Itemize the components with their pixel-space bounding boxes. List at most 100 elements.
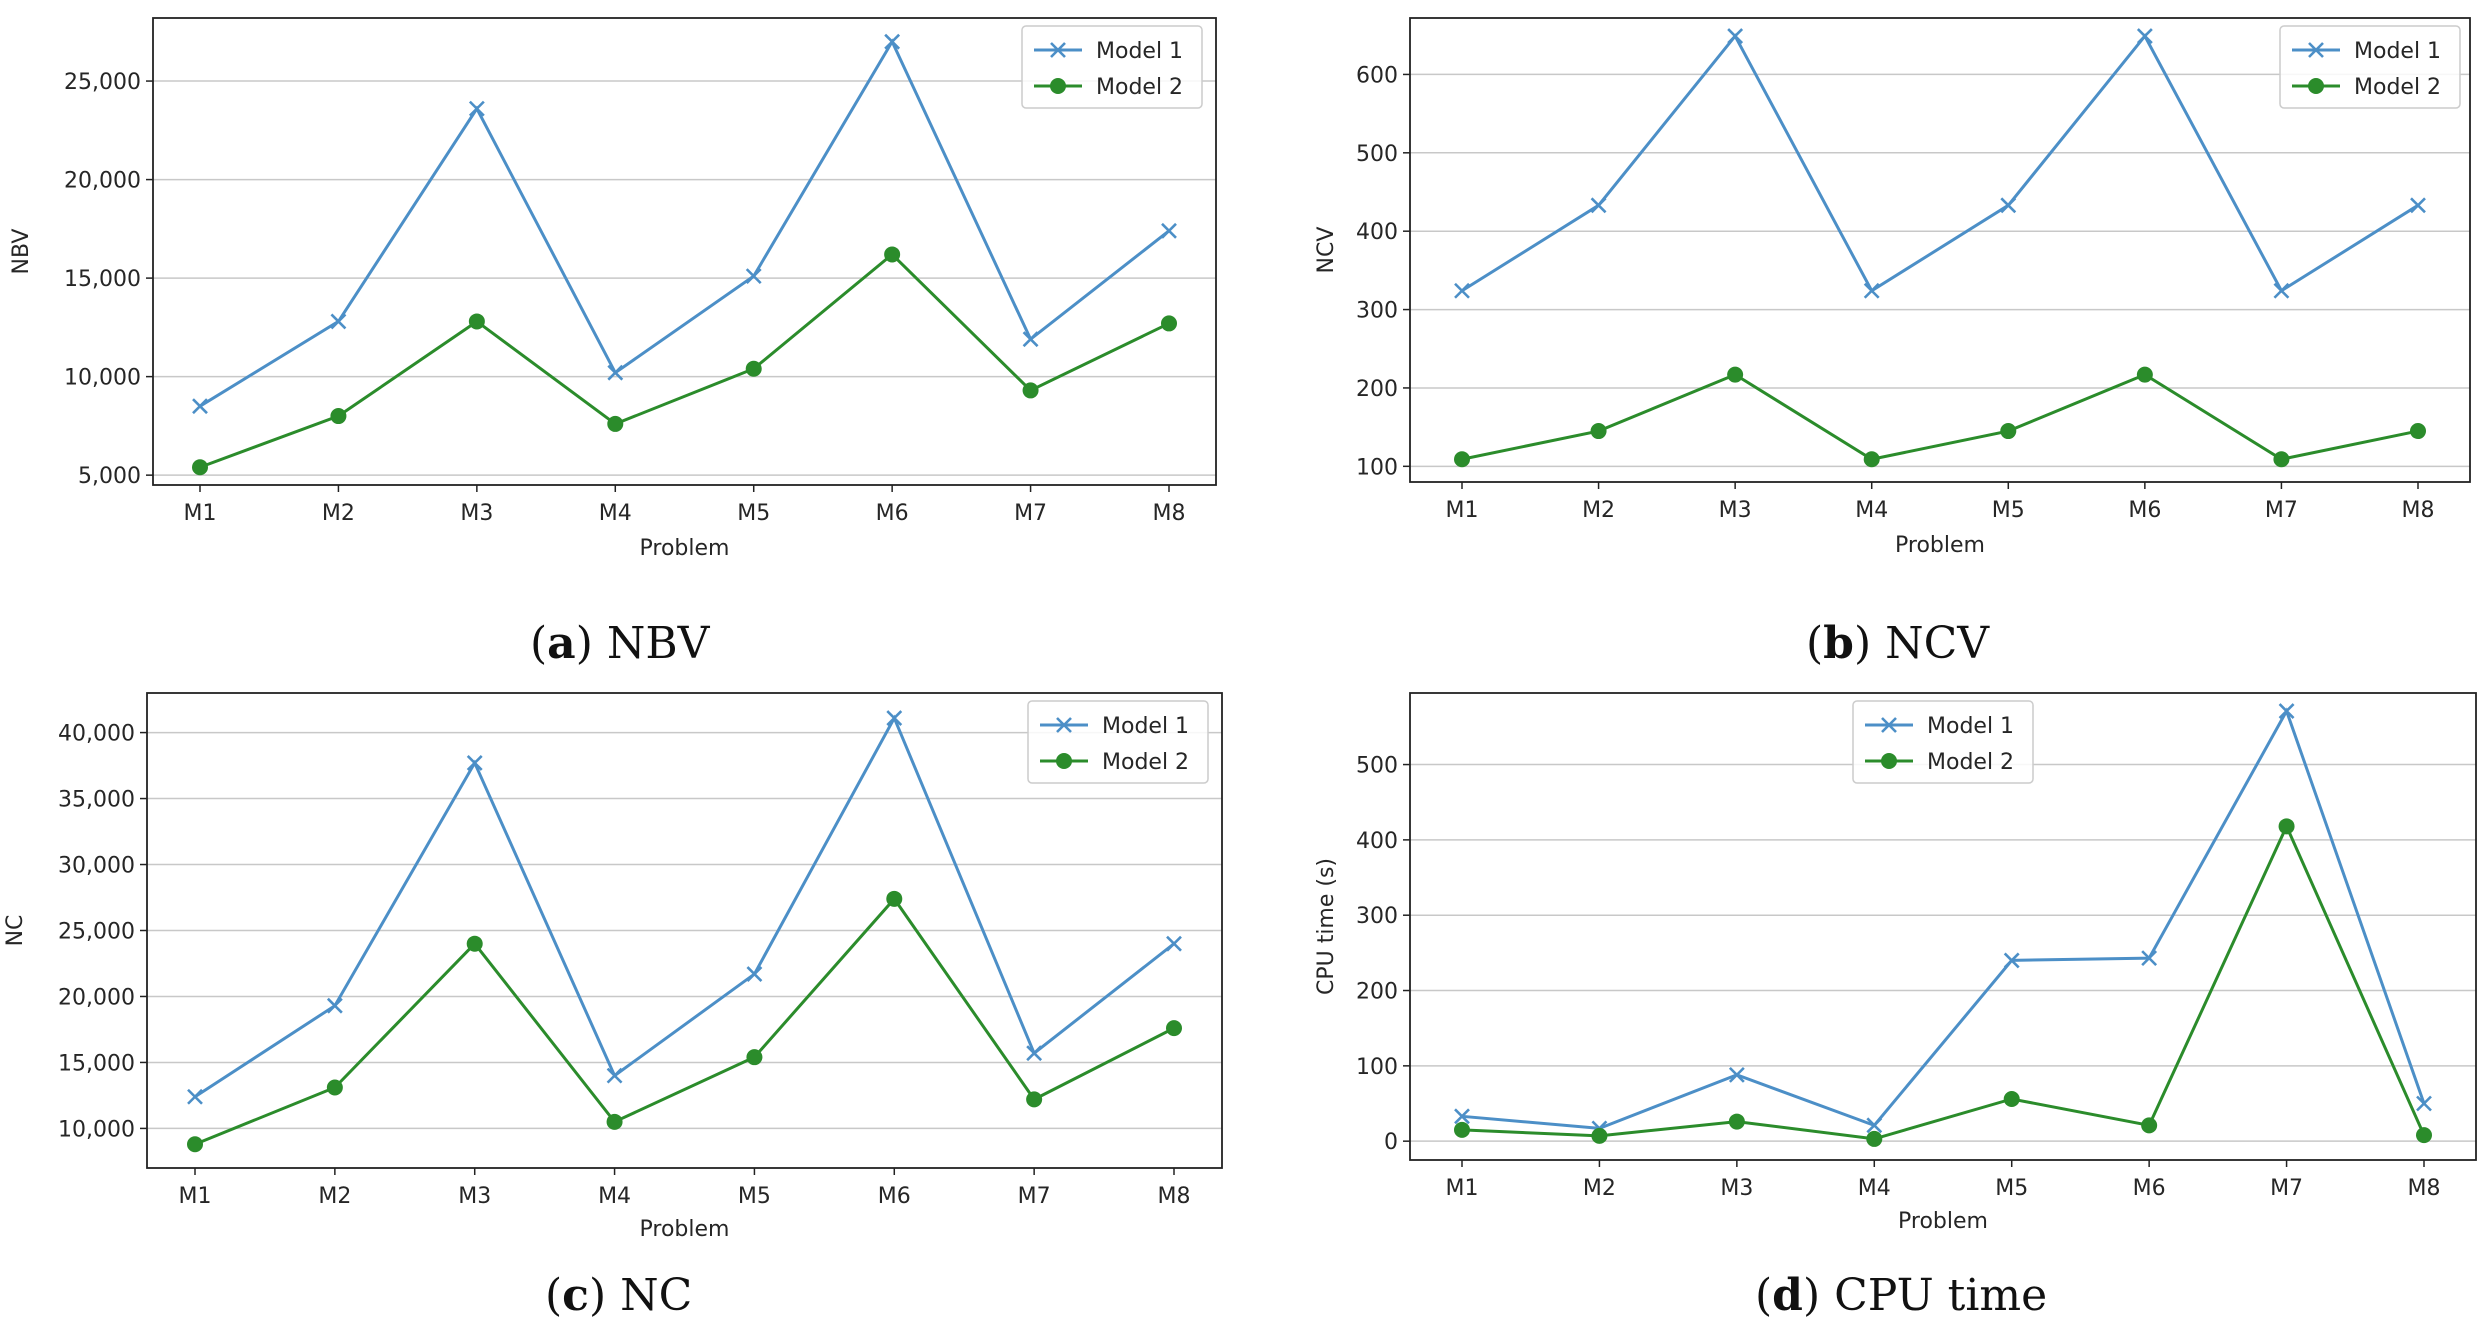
ytick-label: 100: [1356, 455, 1398, 480]
data-point-model-1: [1728, 1066, 1745, 1083]
xtick-label: M3: [1719, 498, 1752, 523]
data-point-model-1: [1161, 222, 1177, 239]
ytick-label: 35,000: [58, 788, 135, 813]
data-point-model-1-stroke-b: [884, 33, 901, 50]
y-axis-label: NBV: [9, 229, 34, 275]
series-line-model-1: [199, 38, 1170, 408]
data-point-model-1: [192, 398, 208, 415]
xtick-label: M5: [737, 501, 770, 526]
ytick-label: 25,000: [64, 70, 141, 95]
xtick-label: M6: [2133, 1176, 2166, 1201]
data-point-model-2: [466, 935, 483, 952]
data-point-model-1-stroke-b: [468, 100, 485, 117]
data-point-model-2: [1727, 366, 1744, 383]
data-point-model-2: [330, 408, 347, 425]
ytick-label: 200: [1356, 980, 1398, 1005]
data-point-model-2: [2410, 423, 2426, 440]
data-point-model-1-stroke-b: [1590, 197, 1607, 214]
xtick-label: M3: [458, 1184, 491, 1209]
data-point-model-1-stroke-b: [326, 997, 343, 1014]
xtick-label: M3: [1720, 1176, 1753, 1201]
series-line-model-2: [194, 896, 1175, 1146]
data-point-model-1-stroke-b: [886, 710, 903, 726]
xtick-label: M1: [184, 501, 217, 526]
data-point-model-1-stroke-b: [606, 1067, 623, 1084]
xtick-label: M7: [2270, 1176, 2303, 1201]
series-line-model-1: [1461, 707, 2426, 1130]
legend: Model 1 Model 2: [2279, 25, 2461, 109]
data-point-model-1: [607, 364, 624, 381]
legend-label-model-2: Model 2: [1102, 750, 1189, 775]
xtick-label: M4: [599, 501, 632, 526]
ytick-label: 20,000: [58, 985, 135, 1010]
xtick-label: M6: [878, 1184, 911, 1209]
legend-marker-model-2: [1050, 78, 1066, 94]
legend-label-model-1: Model 1: [1102, 714, 1189, 739]
xtick-label: M1: [1446, 1176, 1479, 1201]
xtick-label: M6: [876, 501, 909, 526]
xtick-label: M7: [1018, 1184, 1051, 1209]
data-point-model-1: [606, 1067, 623, 1084]
data-point-model-2: [606, 1113, 623, 1130]
plot-frame: [146, 692, 1223, 1169]
data-point-model-2: [2273, 451, 2290, 468]
data-point-model-2: [2278, 818, 2295, 835]
data-point-model-1: [884, 33, 901, 50]
chart-a: 5,000 10,000 15,000 20,000 25,000 M1 M2 M3 M4 M5 M…: [9, 17, 1217, 561]
legend-marker-model-1: [1056, 717, 1072, 733]
data-point-model-2: [884, 246, 901, 263]
chart-b: 100 200 300 400 500 600 M1 M2 M3 M4 M5 M6 M7 M8 Proble…: [1314, 17, 2471, 558]
legend-marker-model-1-stroke-b: [1881, 717, 1897, 733]
legend: Model 1 Model 2: [1027, 700, 1209, 784]
chart-d: 0 100 200 300 400 500 M1 M2 M3 M4 M5 M6 M7 M8 Problem C…: [1314, 692, 2477, 1234]
data-point-model-1: [2136, 28, 2153, 44]
data-point-model-2: [187, 1136, 203, 1153]
x-axis-label: Problem: [640, 536, 730, 561]
xtick-label: M8: [2402, 498, 2435, 523]
data-point-model-1: [2003, 952, 2020, 969]
data-point-model-1-stroke-b: [1454, 282, 1470, 299]
caption-d: (d) CPU time: [1755, 1270, 2048, 1321]
ytick-label: 15,000: [64, 267, 141, 292]
xtick-label: M4: [598, 1184, 631, 1209]
data-point-model-1-stroke-b: [187, 1088, 203, 1105]
data-point-model-1-stroke-b: [1863, 282, 1880, 299]
series-line-model-2: [1461, 822, 2426, 1141]
series-line-model-1: [194, 714, 1175, 1099]
caption-c: (c) NC: [545, 1270, 693, 1321]
data-point-model-2: [2136, 366, 2153, 383]
legend-marker-model-1-stroke-b: [2308, 42, 2324, 58]
ytick-label: 300: [1356, 299, 1398, 324]
legend-marker-model-2: [1056, 753, 1072, 769]
series-line-model-2: [1461, 372, 2419, 461]
data-point-model-2: [1590, 423, 1607, 440]
xtick-label: M6: [2128, 498, 2161, 523]
data-point-model-1-stroke-b: [745, 268, 762, 285]
series-line-model-2: [199, 252, 1170, 469]
data-point-model-2: [746, 1049, 763, 1066]
x-axis-label: Problem: [640, 1217, 730, 1242]
ytick-label: 500: [1356, 754, 1398, 779]
data-point-model-2: [745, 360, 762, 377]
ytick-label: 100: [1356, 1055, 1398, 1080]
legend-label-model-2: Model 2: [1927, 750, 2014, 775]
ytick-label: 25,000: [58, 920, 135, 945]
data-point-model-2: [1454, 1121, 1470, 1138]
data-point-model-2: [1728, 1113, 1745, 1130]
data-point-model-2: [1866, 1130, 1883, 1147]
data-point-model-2: [1026, 1091, 1043, 1108]
ytick-label: 0: [1384, 1130, 1398, 1155]
xtick-label: M5: [1992, 498, 2025, 523]
xtick-label: M2: [1583, 1176, 1616, 1201]
data-point-model-1: [2000, 197, 2017, 214]
data-point-model-1-stroke-b: [2416, 1095, 2432, 1112]
chart-c: 10,000 15,000 20,000 25,000 30,000 35,000 40,0…: [3, 692, 1223, 1242]
data-point-model-2: [1591, 1127, 1608, 1144]
data-point-model-1-stroke-b: [1727, 28, 1744, 44]
data-point-model-1-stroke-b: [2136, 28, 2153, 44]
plot-frame: [1409, 692, 2477, 1161]
data-point-model-1: [1026, 1045, 1043, 1062]
legend-label-model-1: Model 1: [1927, 714, 2014, 739]
data-point-model-1: [330, 313, 347, 330]
data-point-model-1: [1866, 1117, 1883, 1134]
